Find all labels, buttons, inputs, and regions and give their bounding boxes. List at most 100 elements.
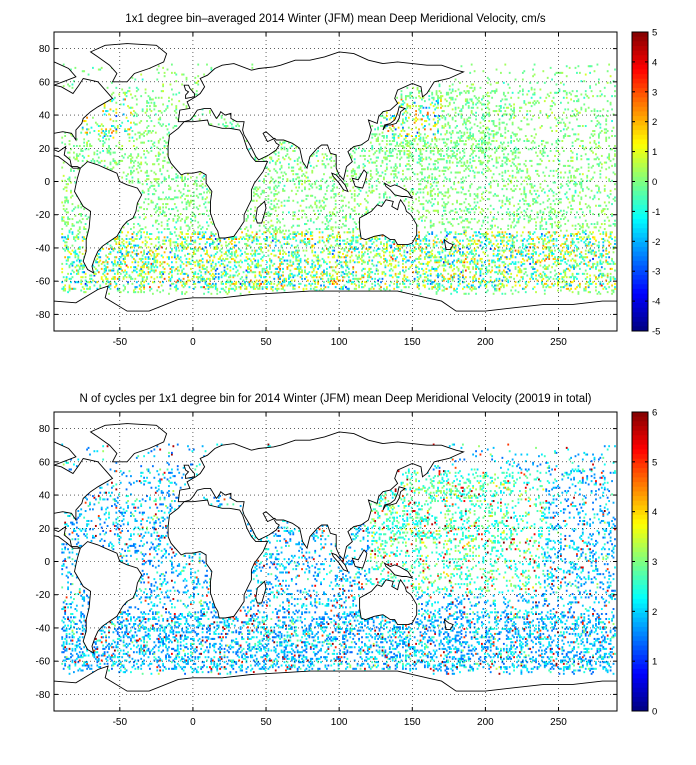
data-bin	[113, 256, 116, 259]
data-bin	[194, 214, 197, 217]
data-bin	[352, 267, 355, 270]
data-bin	[502, 236, 505, 239]
data-bin	[84, 272, 87, 275]
data-bin	[273, 199, 276, 202]
data-bin	[600, 254, 603, 257]
data-bin	[502, 251, 505, 254]
data-bin	[261, 191, 264, 194]
data-bin	[375, 244, 378, 247]
data-bin	[441, 221, 444, 224]
data-bin	[325, 218, 328, 221]
data-bin	[546, 279, 549, 282]
data-bin	[482, 198, 485, 201]
data-bin	[475, 264, 477, 267]
data-bin	[423, 242, 426, 245]
data-bin	[276, 239, 279, 242]
data-bin	[359, 257, 362, 260]
data-bin	[397, 264, 400, 267]
data-bin	[590, 282, 593, 285]
data-bin	[502, 276, 505, 279]
data-bin	[431, 254, 434, 257]
data-bin	[181, 201, 184, 204]
data-bin	[146, 231, 148, 234]
data-bin	[241, 276, 243, 279]
data-bin	[568, 254, 571, 257]
data-bin	[312, 221, 315, 224]
data-bin	[197, 231, 200, 234]
data-bin	[481, 193, 483, 196]
data-bin	[394, 264, 397, 267]
data-bin	[304, 284, 306, 287]
data-bin	[192, 276, 195, 279]
data-bin	[445, 261, 448, 264]
data-bin	[543, 274, 546, 277]
data-bin	[459, 276, 461, 279]
data-bin	[268, 257, 271, 260]
data-bin	[447, 279, 450, 282]
data-bin	[428, 287, 431, 290]
data-bin	[488, 191, 491, 194]
data-bin	[355, 236, 358, 239]
data-bin	[190, 267, 192, 270]
data-bin	[192, 232, 195, 235]
data-bin	[204, 267, 207, 270]
data-bin	[555, 193, 558, 196]
data-bin	[270, 191, 273, 194]
data-bin	[327, 277, 330, 280]
data-bin	[513, 244, 515, 247]
data-bin	[489, 186, 492, 189]
data-bin	[614, 199, 616, 202]
data-bin	[381, 249, 384, 252]
data-bin	[369, 239, 372, 242]
data-bin	[325, 237, 328, 240]
data-bin	[143, 281, 146, 284]
data-bin	[558, 262, 561, 265]
data-bin	[206, 251, 208, 254]
data-bin	[557, 281, 559, 284]
data-bin	[333, 254, 336, 257]
data-bin	[247, 239, 249, 242]
data-bin	[437, 211, 439, 214]
data-bin	[485, 244, 488, 247]
data-bin	[302, 209, 305, 212]
data-bin	[385, 286, 388, 289]
data-bin	[298, 282, 301, 285]
data-bin	[235, 244, 238, 247]
data-bin	[549, 249, 552, 252]
data-bin	[113, 281, 116, 284]
data-bin	[384, 191, 387, 194]
data-bin	[558, 272, 561, 275]
data-bin	[64, 221, 67, 224]
data-bin	[342, 216, 344, 219]
data-bin	[125, 271, 128, 274]
data-bin	[517, 221, 520, 224]
data-bin	[204, 206, 207, 209]
data-bin	[160, 284, 163, 287]
data-bin	[426, 193, 429, 196]
data-bin	[190, 201, 192, 204]
data-bin	[469, 276, 472, 279]
data-bin	[450, 209, 453, 212]
data-bin	[457, 191, 460, 194]
data-bin	[144, 272, 147, 275]
data-bin	[355, 287, 358, 290]
data-bin	[497, 252, 499, 255]
data-bin	[252, 219, 255, 222]
data-bin	[220, 271, 223, 274]
data-bin	[383, 194, 385, 197]
data-bin	[283, 277, 286, 280]
data-bin	[306, 237, 309, 240]
data-bin	[403, 274, 406, 277]
data-bin	[157, 223, 160, 226]
data-bin	[533, 201, 536, 204]
data-bin	[103, 267, 106, 270]
data-bin	[172, 178, 175, 181]
data-bin	[230, 251, 233, 254]
data-bin	[125, 241, 128, 244]
data-bin	[378, 287, 381, 290]
data-bin	[229, 252, 232, 255]
data-bin	[545, 223, 548, 226]
data-bin	[125, 249, 128, 252]
data-bin	[134, 216, 137, 219]
data-bin	[549, 216, 552, 219]
